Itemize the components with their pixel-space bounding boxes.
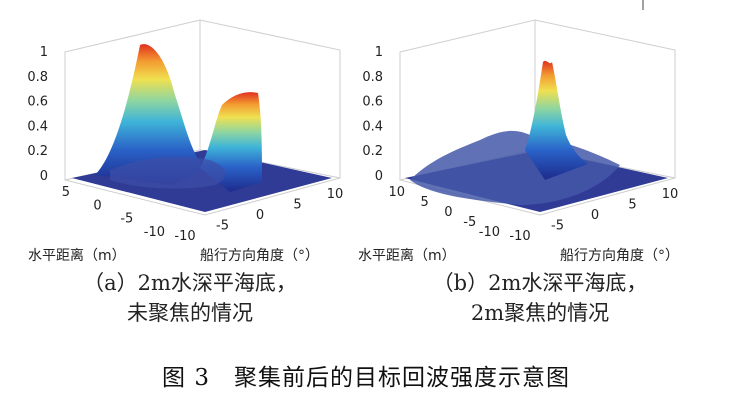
panel-a-ytick: 0 (93, 198, 101, 213)
panel-b-ztick: 0.2 (362, 144, 383, 159)
panel-a-ztick: 0 (40, 169, 48, 184)
panel-b-ztick: 1 (375, 45, 383, 60)
panel-b-xtick: 10 (662, 187, 679, 202)
panel-b-ztick: 0.8 (362, 70, 383, 85)
panel-a-xtick: 0 (256, 208, 264, 223)
panel-b-xtick: -5 (551, 219, 564, 234)
panel-b-xtick: 5 (628, 198, 636, 213)
panel-a-peak-left (95, 44, 205, 185)
panel-a-xtick: -10 (174, 229, 195, 244)
panel-a-ylabel: 水平距离（m） (28, 247, 126, 264)
panel-a-ztick: 1 (40, 45, 48, 60)
panel-b-ztick: 0.4 (362, 119, 383, 134)
panel-a-xtick: -5 (216, 219, 229, 234)
panel-a-xlabel: 船行方向角度（°） (200, 248, 319, 264)
panel-a-ztick: 0.8 (27, 70, 48, 85)
panel-a-xtick: 5 (293, 198, 301, 213)
figure-title: 图 3 聚集前后的目标回波强度示意图 (162, 365, 570, 391)
panel-a-ytick: -5 (120, 212, 133, 227)
panel-a-ripple (110, 156, 226, 189)
panel-b-xlabel: 船行方向角度（°） (560, 248, 679, 264)
panel-b-ytick: 10 (388, 185, 405, 200)
panel-b-ylabel: 水平距离（m） (358, 247, 456, 264)
panel-a-ytick: -10 (144, 225, 165, 240)
panel-b-caption: （b）2m水深平海底， 2m聚焦的情况 (390, 268, 690, 328)
panel-a-caption: （a）2m水深平海底， 未聚焦的情况 (40, 268, 340, 328)
panel-a-ztick: 0.2 (27, 144, 48, 159)
panel-a-ztick: 0.6 (27, 95, 48, 110)
panel-a-xtick: 10 (327, 187, 344, 202)
panel-a-ytick: 5 (62, 185, 70, 200)
panel-a-caption-line2: 未聚焦的情况 (127, 301, 253, 325)
panel-b-ytick: -10 (479, 225, 500, 240)
panel-a-ztick: 0.4 (27, 119, 48, 134)
panel-b-ztick: 0 (375, 169, 383, 184)
panel-b-peak-center (525, 60, 588, 180)
panel-b-ytick: 0 (444, 205, 452, 220)
panel-a-caption-line1: （a）2m水深平海底， (83, 271, 297, 295)
panel-b-ytick: -5 (463, 215, 476, 230)
panel-b-caption-line2: 2m聚焦的情况 (470, 301, 610, 325)
panel-b-caption-line1: （b）2m水深平海底， (432, 271, 648, 295)
panel-b-xtick: 0 (591, 208, 599, 223)
panel-b-xtick: -10 (509, 229, 530, 244)
panel-b-ztick: 0.6 (362, 95, 383, 110)
panel-b-ytick: 5 (420, 195, 428, 210)
